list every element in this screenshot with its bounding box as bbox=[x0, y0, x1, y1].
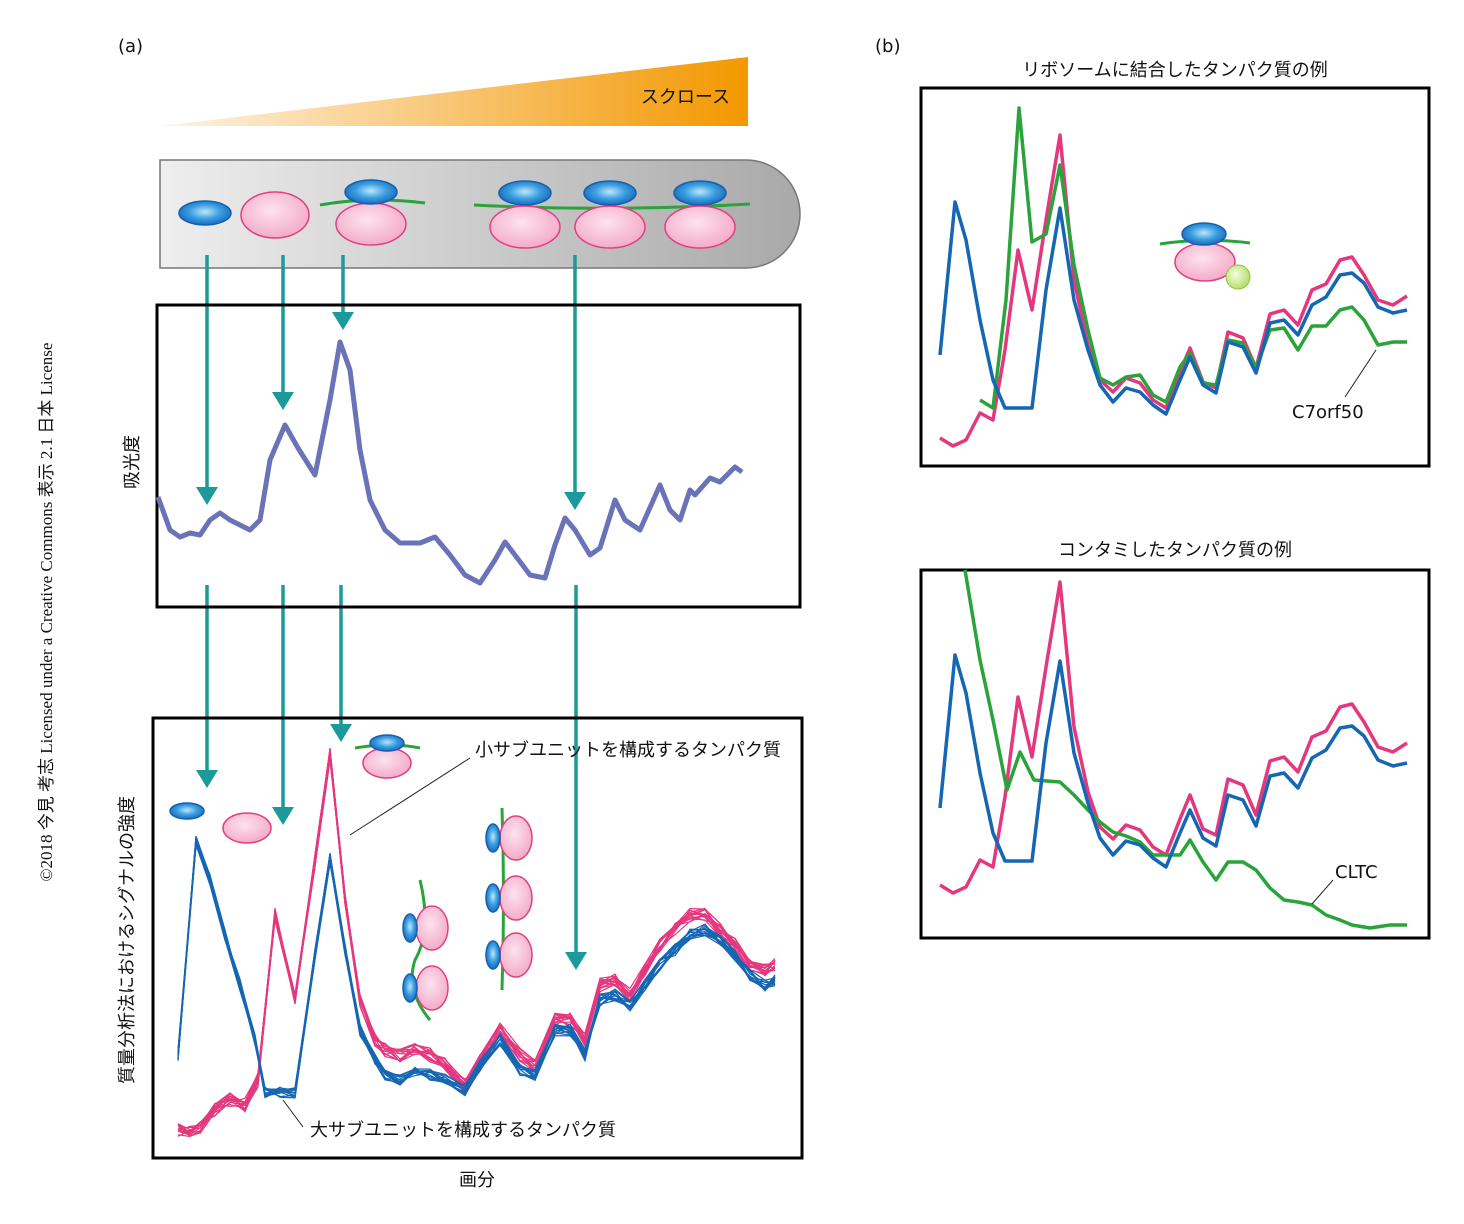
large-subunit-label: 大サブユニットを構成するタンパク質 bbox=[310, 1119, 616, 1141]
arrow-head bbox=[272, 807, 294, 825]
protein-label: C7orf50 bbox=[1292, 402, 1364, 423]
chart-frame bbox=[919, 86, 1431, 468]
protein-profile bbox=[177, 841, 776, 1098]
protein-profile bbox=[963, 569, 1407, 930]
protein-profile bbox=[177, 838, 776, 1099]
protein-profile bbox=[177, 837, 776, 1097]
protein-profile bbox=[177, 837, 776, 1099]
protein-profile bbox=[177, 844, 776, 1097]
ms-particles bbox=[169, 734, 533, 1021]
ms-xlabel: 画分 bbox=[459, 1170, 495, 1191]
protein-profile bbox=[938, 200, 1408, 416]
chart-title: コンタミしたタンパク質の例 bbox=[1058, 540, 1292, 561]
sucrose-gradient bbox=[160, 57, 748, 126]
protein-profile bbox=[979, 106, 1407, 410]
bound-ribosome-icon bbox=[1159, 222, 1251, 290]
gradient-label: スクロース bbox=[641, 87, 730, 108]
copyright: ©2018 今見 考志 Licensed under a Creative Co… bbox=[37, 343, 56, 882]
ms-ylabel: 質量分析法におけるシグナルの強度 bbox=[117, 796, 138, 1084]
chart-title: リボソームに結合したタンパク質の例 bbox=[1022, 60, 1327, 81]
arrow-head bbox=[565, 952, 587, 970]
protein-profile bbox=[177, 756, 776, 1137]
protein-profile bbox=[938, 653, 1408, 869]
ms-frame bbox=[151, 716, 804, 1160]
tube-particles bbox=[178, 179, 751, 249]
leader-line bbox=[349, 757, 471, 836]
protein-profile bbox=[939, 133, 1408, 448]
panel-label: (a) bbox=[118, 36, 143, 57]
arrow-head bbox=[564, 492, 586, 510]
protein-label: CLTC bbox=[1335, 862, 1378, 883]
tube bbox=[159, 159, 801, 269]
leader-line bbox=[1344, 349, 1377, 398]
protein-profile bbox=[177, 836, 776, 1099]
protein-profile bbox=[177, 839, 776, 1094]
protein-profile bbox=[177, 841, 776, 1098]
leader-line bbox=[1311, 879, 1334, 905]
arrow-head bbox=[196, 487, 218, 505]
small-subunit-label: 小サブユニットを構成するタンパク質 bbox=[475, 739, 781, 761]
leader-line bbox=[282, 1099, 304, 1128]
arrow-head bbox=[196, 770, 218, 788]
ms-curves bbox=[177, 748, 776, 1138]
protein-profile bbox=[177, 838, 776, 1094]
protein-profile bbox=[177, 843, 776, 1092]
profile-curves bbox=[938, 106, 1408, 930]
arrow-head bbox=[332, 312, 354, 330]
protein-profile bbox=[177, 843, 776, 1097]
absorbance-curve bbox=[155, 339, 744, 586]
absorbance-ylabel: 吸光度 bbox=[122, 435, 143, 489]
protein-profile bbox=[177, 842, 776, 1098]
absorbance-frame bbox=[155, 303, 802, 609]
protein-profile bbox=[177, 753, 776, 1138]
protein-profile bbox=[177, 835, 776, 1095]
chart-frame bbox=[919, 568, 1431, 940]
arrow-head bbox=[272, 392, 294, 410]
protein-profile bbox=[939, 580, 1408, 895]
arrow-head bbox=[330, 724, 352, 742]
arrows bbox=[196, 255, 587, 970]
panel-label: (b) bbox=[875, 36, 900, 57]
